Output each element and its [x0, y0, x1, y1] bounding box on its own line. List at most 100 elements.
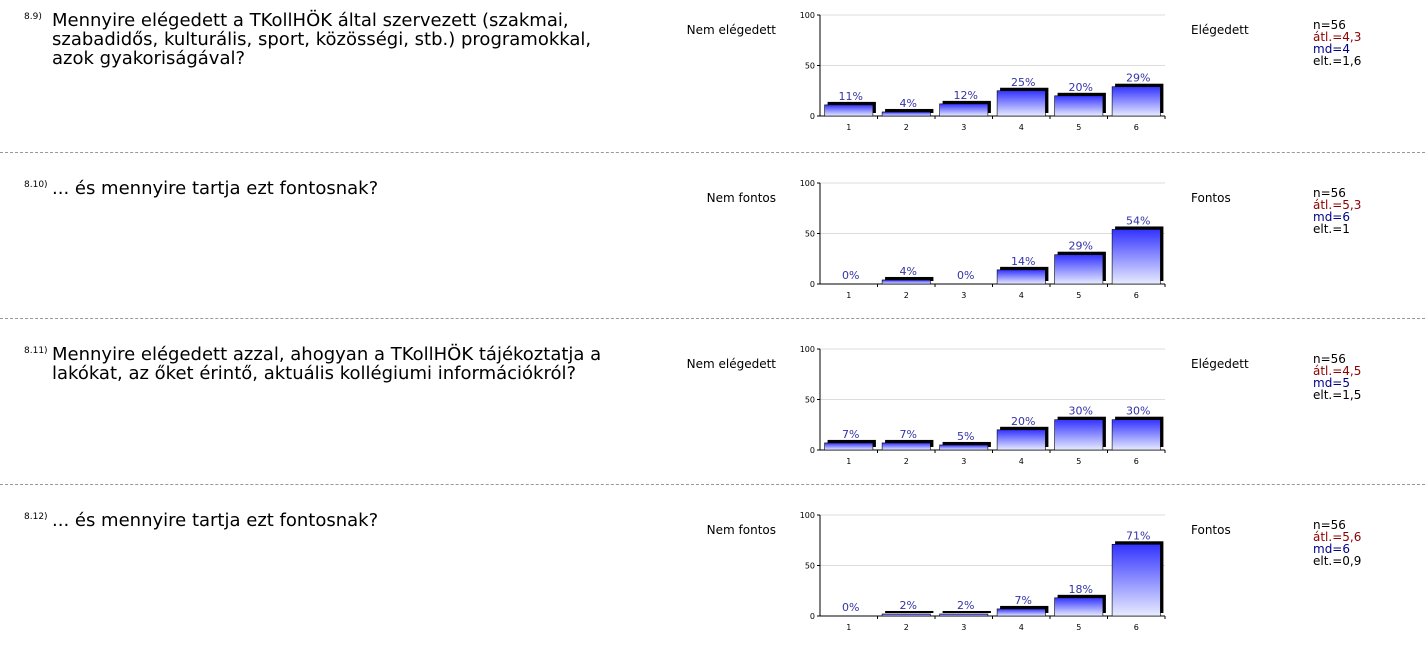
bar	[1111, 419, 1161, 451]
question-block-1: 8.9) Mennyire elégedett a TKollHÖK által…	[0, 0, 1425, 166]
stat-median: md=4	[1313, 42, 1350, 56]
y-tick-label: 100	[800, 179, 815, 188]
question-block-4: 8.12) ... és mennyire tartja ezt fontosn…	[0, 500, 1425, 666]
bar-value-label: 25%	[1011, 76, 1035, 89]
bar-value-label: 4%	[900, 265, 917, 278]
stat-median: md=6	[1313, 542, 1350, 556]
dashed-separator	[0, 318, 1425, 319]
bar-value-label: 14%	[1011, 255, 1035, 268]
y-tick-label: 0	[810, 280, 815, 289]
stat-deviation: elt.=1,5	[1313, 388, 1362, 402]
y-tick-label: 100	[800, 345, 815, 354]
stat-average: átl.=4,3	[1313, 30, 1362, 44]
bar-shadow	[942, 610, 991, 613]
x-tick-label: 1	[846, 291, 851, 300]
stat-average: átl.=5,6	[1313, 530, 1362, 544]
dashed-separator	[0, 484, 1425, 485]
bar-value-label: 11%	[839, 90, 863, 103]
x-tick-label: 4	[1019, 123, 1024, 132]
x-tick-label: 5	[1076, 123, 1081, 132]
bar-value-label: 29%	[1126, 72, 1150, 85]
y-tick-label: 0	[810, 112, 815, 121]
bar	[824, 442, 874, 451]
question-number: 8.11)	[24, 346, 48, 356]
bar	[939, 613, 989, 617]
x-tick-label: 1	[846, 623, 851, 632]
x-tick-label: 2	[904, 623, 909, 632]
stat-median: md=5	[1313, 376, 1350, 390]
x-tick-label: 6	[1134, 291, 1139, 300]
scale-right-label: Fontos	[1191, 191, 1231, 205]
y-tick-label: 0	[810, 446, 815, 455]
bar-value-label: 5%	[957, 430, 974, 443]
scale-left-label: Nem elégedett	[686, 357, 776, 371]
y-tick-label: 100	[800, 11, 815, 20]
x-tick-label: 3	[961, 123, 966, 132]
bar	[881, 613, 931, 617]
bar-value-label: 71%	[1126, 529, 1150, 542]
y-tick-label: 50	[805, 230, 815, 239]
bar	[881, 111, 931, 117]
bar	[824, 104, 874, 117]
scale-left-label: Nem fontos	[706, 523, 776, 537]
bar	[939, 444, 989, 451]
bar	[996, 90, 1046, 117]
scale-left-label: Nem elégedett	[686, 23, 776, 37]
stat-n: n=56	[1313, 18, 1346, 32]
bar	[881, 442, 931, 451]
question-text: Mennyire elégedett a TKollHÖK által szer…	[52, 10, 592, 69]
bar-value-label: 18%	[1069, 583, 1093, 596]
x-tick-label: 2	[904, 123, 909, 132]
bar-value-label: 0%	[842, 601, 859, 614]
stat-median: md=6	[1313, 210, 1350, 224]
bar-chart: 0 50 100 11% 1 4% 2 12% 3 25% 4 20% 5 29% 6	[800, 11, 1166, 132]
bar	[1054, 597, 1104, 617]
x-tick-label: 3	[961, 291, 966, 300]
bar-shadow	[942, 441, 991, 447]
x-tick-label: 2	[904, 291, 909, 300]
y-tick-label: 0	[810, 612, 815, 621]
x-tick-label: 5	[1076, 623, 1081, 632]
stat-deviation: elt.=1,6	[1313, 54, 1362, 68]
x-tick-label: 1	[846, 123, 851, 132]
bar-value-label: 30%	[1126, 405, 1150, 418]
bar-chart: 0 50 100 0% 1 2% 2 2% 3 7% 4 18% 5 71% 6	[800, 511, 1166, 632]
x-tick-label: 5	[1076, 457, 1081, 466]
y-tick-label: 50	[805, 562, 815, 571]
bar-value-label: 20%	[1069, 81, 1093, 94]
stat-average: átl.=5,3	[1313, 198, 1362, 212]
bar-shadow	[885, 610, 934, 613]
question-number: 8.12)	[24, 512, 48, 522]
question-text: ... és mennyire tartja ezt fontosnak?	[52, 510, 379, 531]
stat-n: n=56	[1313, 186, 1346, 200]
scale-right-label: Elégedett	[1191, 23, 1249, 37]
question-text: ... és mennyire tartja ezt fontosnak?	[52, 178, 379, 199]
x-tick-label: 4	[1019, 291, 1024, 300]
stat-n: n=56	[1313, 518, 1346, 532]
scale-left-label: Nem fontos	[706, 191, 776, 205]
x-tick-label: 6	[1134, 123, 1139, 132]
scale-right-label: Elégedett	[1191, 357, 1249, 371]
question-block-3: 8.11) Mennyire elégedett azzal, ahogyan …	[0, 334, 1425, 500]
bar	[1111, 86, 1161, 117]
bar	[1054, 254, 1104, 285]
bar-value-label: 0%	[842, 269, 859, 282]
dashed-separator	[0, 152, 1425, 153]
question-number: 8.9)	[24, 12, 42, 22]
bar	[881, 279, 931, 285]
bar-value-label: 7%	[1015, 594, 1032, 607]
stats-box: n=56 átl.=4,5 md=5 elt.=1,5	[1313, 353, 1361, 401]
bar-shadow	[885, 108, 934, 113]
bar-value-label: 12%	[954, 89, 978, 102]
bar-shadow	[885, 276, 934, 281]
x-tick-label: 3	[961, 457, 966, 466]
x-tick-label: 6	[1134, 457, 1139, 466]
bar-value-label: 4%	[900, 97, 917, 110]
question-number: 8.10)	[24, 180, 48, 190]
bar-value-label: 54%	[1126, 214, 1150, 227]
bar	[1111, 543, 1161, 617]
bar-value-label: 2%	[900, 599, 917, 612]
y-tick-label: 100	[800, 511, 815, 520]
stats-box: n=56 átl.=5,6 md=6 elt.=0,9	[1313, 519, 1361, 567]
bar	[996, 429, 1046, 451]
